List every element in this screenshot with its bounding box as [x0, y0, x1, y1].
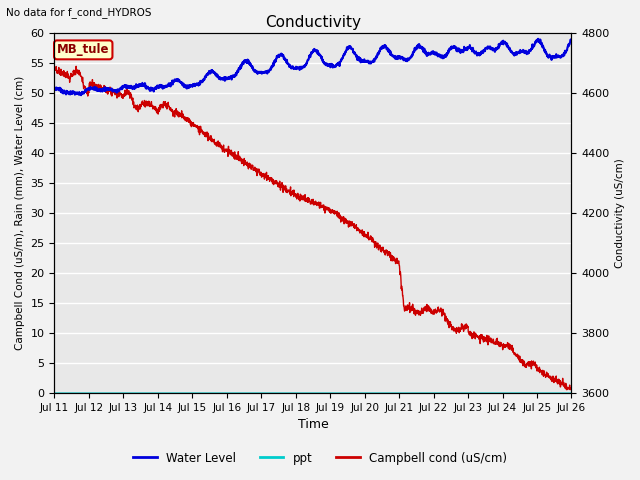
Text: No data for f_cond_HYDROS: No data for f_cond_HYDROS [6, 7, 152, 18]
Legend: Water Level, ppt, Campbell cond (uS/cm): Water Level, ppt, Campbell cond (uS/cm) [128, 447, 512, 469]
Title: Conductivity: Conductivity [265, 15, 361, 30]
Y-axis label: Conductivity (uS/cm): Conductivity (uS/cm) [615, 158, 625, 268]
X-axis label: Time: Time [298, 419, 328, 432]
Y-axis label: Campbell Cond (uS/m), Rain (mm), Water Level (cm): Campbell Cond (uS/m), Rain (mm), Water L… [15, 76, 25, 350]
Text: MB_tule: MB_tule [57, 43, 109, 56]
